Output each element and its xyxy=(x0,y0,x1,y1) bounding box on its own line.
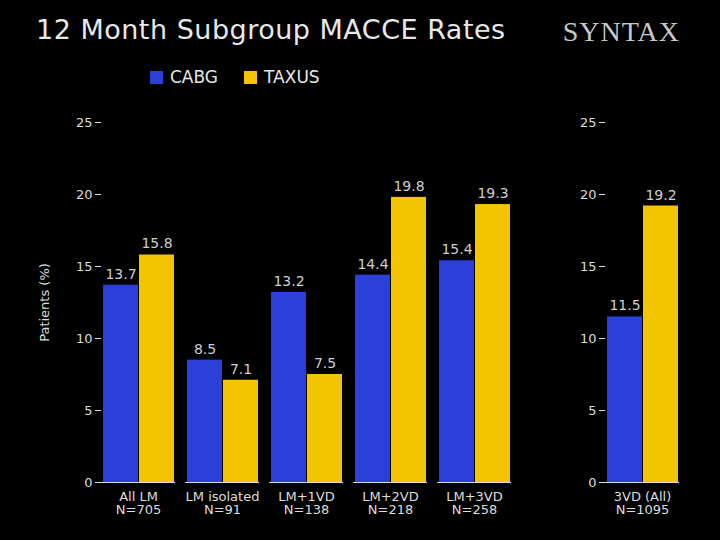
svg-text:19.2: 19.2 xyxy=(645,187,676,203)
svg-text:7.1: 7.1 xyxy=(230,361,252,377)
svg-text:5: 5 xyxy=(84,403,92,418)
svg-text:13.2: 13.2 xyxy=(273,273,304,289)
svg-text:19.8: 19.8 xyxy=(393,178,424,194)
svg-text:LM isolatedN=91: LM isolatedN=91 xyxy=(186,489,260,517)
svg-text:All LMN=705: All LMN=705 xyxy=(116,489,161,517)
svg-text:20: 20 xyxy=(76,187,93,202)
svg-text:LM+3VDN=258: LM+3VDN=258 xyxy=(446,489,503,517)
html-text:SYNTAX: SYNTAX xyxy=(562,16,680,47)
svg-text:15.4: 15.4 xyxy=(441,241,472,257)
svg-text:10: 10 xyxy=(580,331,597,346)
svg-text:0: 0 xyxy=(588,475,596,490)
svg-text:7.5: 7.5 xyxy=(314,355,336,371)
svg-text:15: 15 xyxy=(76,259,93,274)
svg-text:8.5: 8.5 xyxy=(194,341,216,357)
svg-text:3VD (All)N=1095: 3VD (All)N=1095 xyxy=(614,489,672,517)
svg-text:19.3: 19.3 xyxy=(477,185,508,201)
html-text:12 Month Subgroup MACCE Rates: 12 Month Subgroup MACCE Rates xyxy=(36,14,506,45)
svg-text:25: 25 xyxy=(580,115,597,130)
svg-text:15: 15 xyxy=(580,259,597,274)
svg-text:LM+1VDN=138: LM+1VDN=138 xyxy=(278,489,335,517)
svg-text:LM+2VDN=218: LM+2VDN=218 xyxy=(362,489,419,517)
svg-text:5: 5 xyxy=(588,403,596,418)
svg-text:Patients (%): Patients (%) xyxy=(37,263,52,342)
svg-text:10: 10 xyxy=(76,331,93,346)
svg-text:13.7: 13.7 xyxy=(105,266,136,282)
svg-text:0: 0 xyxy=(84,475,92,490)
html-text:TAXUS: TAXUS xyxy=(264,67,320,87)
svg-text:15.8: 15.8 xyxy=(141,235,172,251)
svg-text:14.4: 14.4 xyxy=(357,256,388,272)
html-text:CABG: CABG xyxy=(170,67,218,87)
svg-text:25: 25 xyxy=(76,115,93,130)
svg-text:11.5: 11.5 xyxy=(609,297,640,313)
svg-text:20: 20 xyxy=(580,187,597,202)
